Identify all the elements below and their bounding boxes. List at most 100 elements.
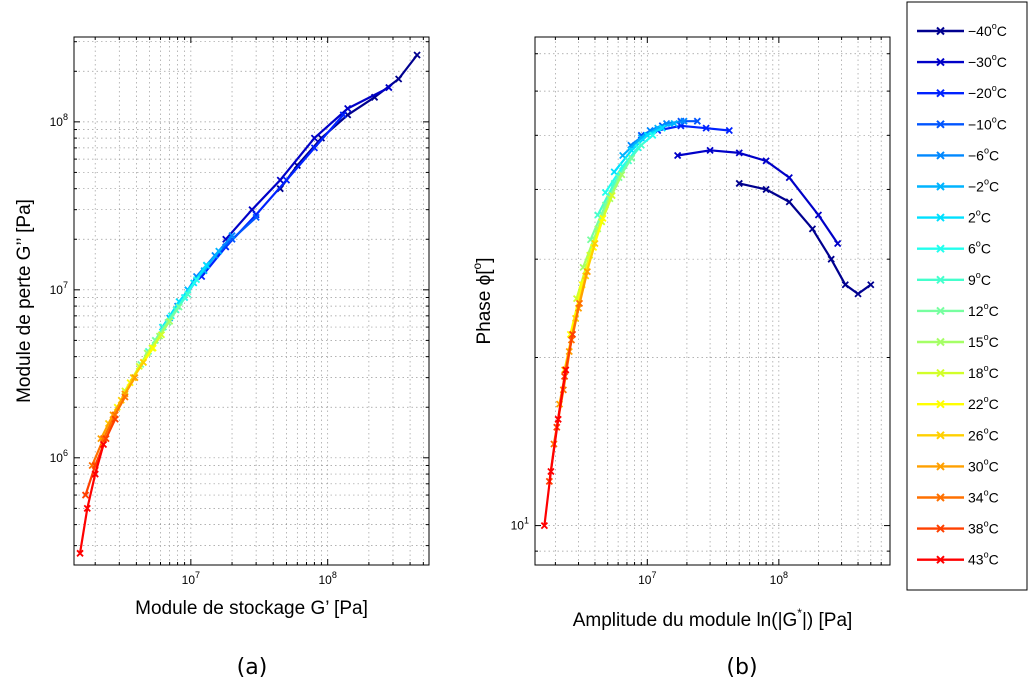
data-point <box>680 117 688 125</box>
series-line <box>657 124 730 132</box>
legend-swatch-marker <box>936 337 945 347</box>
legend-item: −2oC <box>917 177 999 195</box>
legend-swatch-marker <box>936 524 945 533</box>
legend-swatch-marker <box>936 26 945 36</box>
data-point <box>102 435 110 443</box>
legend-label-unit: C <box>989 365 999 381</box>
data-point <box>785 198 793 206</box>
legend-label-value: −10 <box>968 116 992 132</box>
legend-swatch-marker <box>936 244 945 253</box>
legend-swatch-marker <box>936 182 945 191</box>
data-point <box>282 176 291 184</box>
legend-label-value: −2 <box>968 179 984 195</box>
data-point <box>385 83 393 92</box>
data-point <box>693 117 701 125</box>
data-point <box>627 154 636 162</box>
legend-swatch-marker <box>936 462 945 471</box>
legend-label: 34oC <box>968 488 999 506</box>
legend-label-unit: C <box>989 458 999 474</box>
legend-label-degree: o <box>984 332 989 342</box>
legend-label-value: 22 <box>968 396 984 412</box>
x-tick-base: 10 <box>318 573 332 587</box>
axes-b-frame <box>534 36 891 566</box>
data-point <box>608 191 616 200</box>
series-−40°C <box>735 179 875 298</box>
legend-label-degree: o <box>976 270 981 280</box>
data-point <box>814 211 823 219</box>
data-point <box>583 267 591 276</box>
legend-label-degree: o <box>976 239 981 249</box>
legend-label-degree: o <box>992 21 997 31</box>
data-point <box>215 247 223 255</box>
x-tick-label: 107 <box>182 570 200 587</box>
legend-label-degree: o <box>984 301 989 311</box>
x-tick-base: 10 <box>638 573 652 587</box>
legend-label-value: −40 <box>968 23 992 39</box>
legend: −40oC−30oC−20oC−10oC−6oC−2oC2oC6oC9oC12o… <box>906 1 1028 591</box>
legend-label-value: −20 <box>968 85 992 101</box>
y-tick-base: 10 <box>50 283 64 297</box>
ylabel-b-part2: ] <box>474 257 495 262</box>
grid-b <box>535 37 891 565</box>
legend-label-degree: o <box>984 145 989 155</box>
data-point <box>121 393 129 401</box>
legend-label: 43oC <box>968 550 999 568</box>
series-b <box>540 117 875 530</box>
legend-label-unit: C <box>989 490 999 506</box>
data-point <box>725 126 733 135</box>
legend-item: 22oC <box>917 394 999 412</box>
data-point <box>149 344 157 352</box>
data-point <box>599 214 607 223</box>
legend-item: −6oC <box>917 145 999 163</box>
legend-label: −6oC <box>968 145 999 163</box>
xlabel-b: Amplitude du module ln(|G*|) [Pa] <box>573 606 853 631</box>
series-line <box>99 377 136 440</box>
legend-label-unit: C <box>997 85 1007 101</box>
legend-item: 15oC <box>917 332 999 350</box>
legend-label: 26oC <box>968 425 999 443</box>
legend-item: 18oC <box>917 363 999 381</box>
data-point <box>540 521 549 530</box>
legend-swatch-marker <box>936 88 945 98</box>
data-point <box>91 470 99 478</box>
legend-swatch-marker <box>936 555 945 564</box>
legend-label-unit: C <box>997 54 1007 70</box>
data-point <box>310 134 319 142</box>
y-tick-label: 107 <box>50 280 68 297</box>
legend-label: 38oC <box>968 519 999 537</box>
y-tick-base: 10 <box>50 115 64 129</box>
data-point <box>554 415 562 423</box>
data-point <box>834 239 842 248</box>
legend-label-unit: C <box>997 23 1007 39</box>
series-line <box>224 86 390 241</box>
legend-item: 2oC <box>917 208 991 226</box>
data-point <box>547 467 555 476</box>
data-point <box>293 161 301 170</box>
y-tick-label: 106 <box>50 448 68 465</box>
legend-item: −20oC <box>917 83 1007 101</box>
series-line <box>91 396 126 466</box>
legend-label-value: 18 <box>968 365 984 381</box>
legend-label-value: 43 <box>968 552 984 568</box>
data-point <box>83 504 91 512</box>
legend-label-value: 2 <box>968 210 976 226</box>
data-point <box>413 51 421 59</box>
legend-swatch-marker <box>936 151 945 160</box>
legend-label-degree: o <box>984 177 989 187</box>
data-point <box>139 358 148 366</box>
legend-label-degree: o <box>992 52 997 62</box>
data-point <box>575 299 584 308</box>
legend-swatch-marker <box>936 306 945 316</box>
legend-item: 12oC <box>917 301 999 319</box>
data-point <box>670 119 678 128</box>
legend-swatch-marker <box>936 120 945 129</box>
y-tick-base: 10 <box>50 451 64 465</box>
data-point <box>706 146 714 154</box>
series-43°C <box>76 440 108 557</box>
legend-swatch-marker <box>936 368 945 378</box>
data-point <box>310 144 319 152</box>
x-tick-base: 10 <box>770 573 784 587</box>
legend-label: −10oC <box>968 114 1007 132</box>
